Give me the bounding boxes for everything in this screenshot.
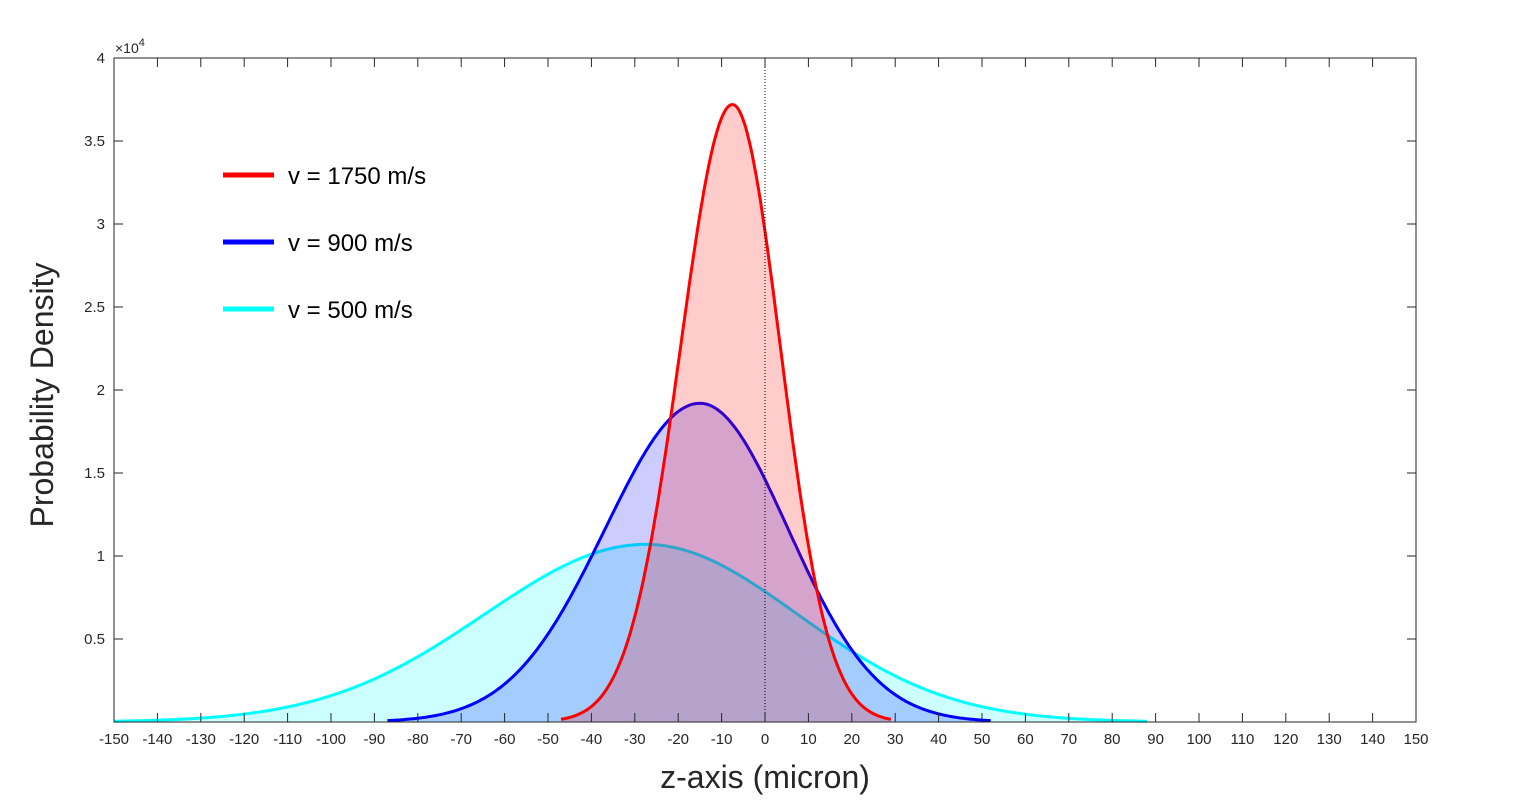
- x-tick-label: 90: [1147, 731, 1164, 748]
- x-tick-labels: -150 -140 -130 -120 -110 -100 -90 -80 -70 -60 -50-…: [99, 731, 1429, 748]
- x-tick-label: -40: [581, 731, 603, 748]
- y-tick-label: 1: [97, 548, 105, 565]
- x-tick-label: -150: [99, 731, 129, 748]
- series-fill-1750: [561, 104, 891, 722]
- y-tick-label: 0.5: [84, 631, 105, 648]
- x-axis-title: z-axis (micron): [660, 759, 870, 795]
- x-tick-label: 70: [1060, 731, 1077, 748]
- x-tick-label: 30: [887, 731, 904, 748]
- x-tick-label: -110: [273, 731, 302, 748]
- x-tick-label: -130: [186, 731, 216, 748]
- y-tick-label: 1.5: [84, 465, 105, 482]
- x-tick-label: 80: [1104, 731, 1121, 748]
- x-tick-label: 0: [761, 731, 769, 748]
- x-tick-label: 150: [1403, 731, 1428, 748]
- series-fill-900: [387, 403, 991, 722]
- x-tick-label: 40: [930, 731, 947, 748]
- y-tick-label: 3.5: [84, 133, 105, 150]
- series-line-900: [387, 401, 991, 723]
- y-tick-labels: 0.5 1 1.5 2 2.5 3 3.5 4: [84, 50, 105, 648]
- x-tick-label: 130: [1317, 731, 1342, 748]
- legend-label: v = 1750 m/s: [288, 163, 426, 190]
- plot-frame: [113, 57, 1417, 723]
- y-exponent-label: ×104: [115, 37, 145, 56]
- x-tick-label: 100: [1186, 731, 1211, 748]
- legend-label: v = 500 m/s: [288, 297, 413, 324]
- x-tick-label: -20: [667, 731, 689, 748]
- x-tick-label: 60: [1017, 731, 1034, 748]
- x-tick-label: 140: [1360, 731, 1385, 748]
- x-tick-label: 110: [1230, 731, 1254, 748]
- x-tick-label: 50: [974, 731, 991, 748]
- x-tick-label: 20: [843, 731, 860, 748]
- legend: v = 1750 m/s v = 900 m/s v = 500 m/s: [223, 163, 426, 324]
- x-tick-label: 10: [800, 731, 817, 748]
- legend-label: v = 900 m/s: [288, 230, 413, 257]
- x-tick-label: -120: [229, 731, 259, 748]
- y-tick-label: 3: [97, 216, 105, 233]
- x-tick-label: -50: [537, 731, 559, 748]
- x-tick-label: -60: [494, 731, 516, 748]
- x-tick-label: -30: [624, 731, 646, 748]
- x-tick-label: -140: [142, 731, 172, 748]
- x-tick-label: -100: [316, 731, 346, 748]
- x-tick-label: -80: [407, 731, 429, 748]
- series-line-500: [114, 542, 1147, 723]
- y-tick-label: 4: [97, 50, 105, 67]
- x-tick-label: -90: [364, 731, 386, 748]
- series-areas: [114, 102, 1147, 723]
- x-tick-label: -10: [711, 731, 733, 748]
- series-line-1750: [560, 102, 892, 721]
- y-tick-label: 2.5: [84, 299, 105, 316]
- x-tick-label: -70: [450, 731, 472, 748]
- x-tick-label: 120: [1273, 731, 1298, 748]
- y-axis-title: Probability Density: [24, 263, 60, 528]
- y-tick-label: 2: [97, 382, 105, 399]
